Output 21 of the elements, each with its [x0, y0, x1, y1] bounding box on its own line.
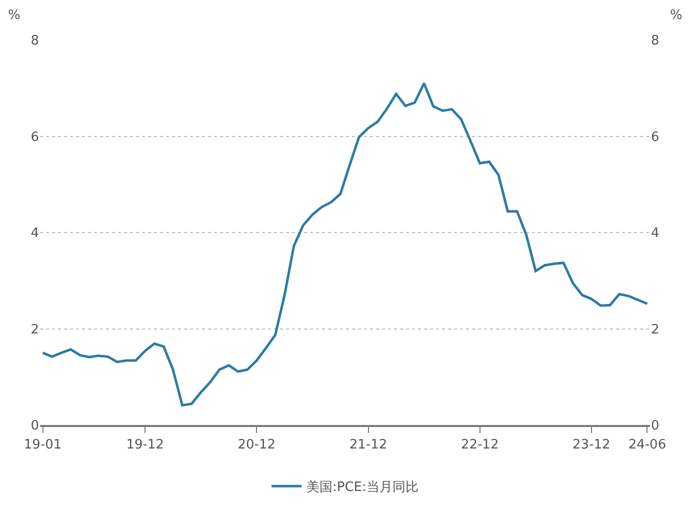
- x-tick-label: 19-01: [24, 438, 62, 453]
- y2-tick-label: 2: [651, 322, 660, 338]
- y2-tick-label: 0: [651, 418, 660, 434]
- y-tick-label: 4: [30, 226, 39, 242]
- y2-axis-title: %: [670, 8, 682, 23]
- y-tick-label: 8: [30, 34, 39, 49]
- y-axis-title: %: [8, 8, 20, 23]
- x-tick-label: 20-12: [238, 438, 276, 453]
- y2-tick-label: 8: [651, 34, 660, 49]
- x-tick-label: 23-12: [572, 438, 610, 453]
- y2-tick-label: 6: [651, 130, 660, 145]
- x-tick-label: 22-12: [460, 438, 499, 453]
- legend-label: 美国:PCE:当月同比: [306, 479, 418, 496]
- y-tick-label: 0: [30, 418, 39, 434]
- y2-tick-label: 4: [651, 226, 660, 242]
- y-tick-label: 2: [30, 322, 39, 338]
- x-tick-label: 21-12: [349, 438, 388, 453]
- y-tick-label: 6: [30, 130, 39, 145]
- x-tick-label: 24-06: [628, 438, 666, 453]
- x-tick-label: 19-12: [126, 438, 164, 453]
- line-series: [42, 82, 648, 407]
